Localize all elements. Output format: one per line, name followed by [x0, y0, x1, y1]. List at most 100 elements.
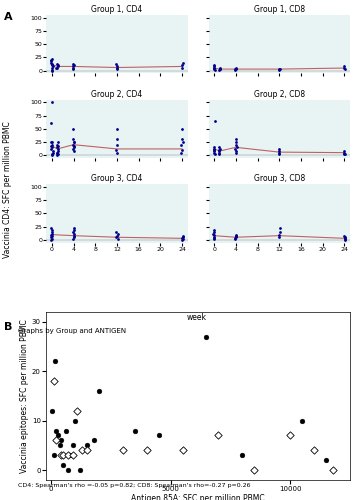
- Point: [212, 117, 217, 125]
- Vaccinia CD8 epitopes: [75, 406, 80, 414]
- Point: [180, 232, 186, 239]
- Point: [179, 146, 185, 154]
- Vaccinia CD4 epitopes: [65, 466, 71, 474]
- Y-axis label: Vaccinia epitopes: SFC per million PBMC: Vaccinia epitopes: SFC per million PBMC: [20, 319, 29, 473]
- Point: [54, 64, 59, 72]
- Point: [48, 224, 54, 232]
- Point: [180, 234, 185, 242]
- Point: [276, 64, 282, 72]
- Point: [233, 147, 238, 155]
- Point: [342, 150, 348, 158]
- Vaccinia CD4 epitopes: [91, 436, 97, 444]
- Point: [277, 233, 282, 241]
- Vaccinia CD8 epitopes: [311, 446, 317, 454]
- Point: [71, 145, 76, 153]
- Point: [55, 150, 61, 158]
- Vaccinia CD4 epitopes: [84, 442, 90, 450]
- Point: [49, 138, 54, 146]
- Point: [71, 233, 77, 241]
- Point: [211, 64, 217, 72]
- Point: [49, 57, 54, 65]
- Point: [114, 62, 120, 70]
- Point: [71, 138, 77, 146]
- Point: [180, 233, 186, 241]
- Vaccinia CD8 epitopes: [58, 452, 64, 460]
- Point: [211, 230, 216, 237]
- Point: [114, 146, 119, 154]
- Point: [233, 232, 239, 239]
- Point: [341, 232, 347, 239]
- Point: [71, 62, 76, 70]
- Vaccinia CD4 epitopes: [51, 452, 56, 460]
- Vaccinia CD4 epitopes: [299, 416, 305, 424]
- Vaccinia CD4 epitopes: [70, 442, 76, 450]
- Point: [70, 125, 76, 133]
- Point: [114, 60, 119, 68]
- Point: [54, 64, 60, 72]
- Point: [55, 142, 61, 150]
- Vaccinia CD8 epitopes: [251, 466, 257, 474]
- Point: [49, 58, 54, 66]
- Point: [54, 140, 60, 148]
- Vaccinia CD8 epitopes: [70, 452, 76, 460]
- Point: [276, 66, 282, 74]
- Point: [71, 147, 76, 155]
- Point: [49, 62, 55, 70]
- Vaccinia CD4 epitopes: [52, 358, 57, 366]
- Vaccinia CD4 epitopes: [50, 406, 55, 414]
- Point: [49, 138, 55, 146]
- Point: [114, 64, 120, 72]
- Point: [71, 230, 77, 237]
- Point: [49, 233, 54, 241]
- Point: [71, 142, 77, 150]
- Title: Group 3, CD8: Group 3, CD8: [254, 174, 305, 184]
- Point: [49, 150, 55, 158]
- Point: [49, 232, 55, 239]
- Point: [341, 62, 347, 70]
- Point: [277, 224, 282, 232]
- Point: [233, 148, 239, 156]
- Title: Group 3, CD4: Group 3, CD4: [91, 174, 143, 184]
- Point: [216, 148, 222, 156]
- Point: [54, 144, 60, 152]
- Vaccinia CD4 epitopes: [77, 466, 83, 474]
- Point: [216, 146, 222, 154]
- Point: [211, 228, 217, 236]
- Point: [342, 233, 348, 241]
- Point: [114, 232, 119, 239]
- Point: [217, 145, 222, 153]
- Point: [232, 234, 238, 242]
- Point: [216, 66, 222, 74]
- Vaccinia CD4 epitopes: [57, 442, 62, 450]
- Point: [211, 146, 217, 154]
- Point: [55, 147, 60, 155]
- Point: [179, 62, 185, 70]
- Point: [71, 232, 77, 239]
- Point: [48, 120, 54, 128]
- Point: [71, 138, 77, 146]
- X-axis label: Antigen 85A: SFC per million PBMC: Antigen 85A: SFC per million PBMC: [131, 494, 265, 500]
- Point: [216, 150, 222, 158]
- Vaccinia CD4 epitopes: [240, 452, 245, 460]
- Point: [55, 138, 61, 146]
- Point: [342, 236, 348, 244]
- Point: [341, 147, 347, 155]
- Point: [233, 66, 238, 74]
- Vaccinia CD8 epitopes: [330, 466, 336, 474]
- Point: [211, 148, 217, 156]
- Point: [55, 145, 61, 153]
- Point: [115, 235, 120, 243]
- Point: [49, 230, 54, 238]
- Point: [211, 147, 217, 155]
- Point: [49, 152, 55, 160]
- Text: CD4: Spearman's rho =-0.05 p=0.82; CD8: Spearman's rho=-0.27 p=0.26: CD4: Spearman's rho =-0.05 p=0.82; CD8: …: [18, 482, 250, 488]
- Point: [212, 66, 217, 74]
- Point: [180, 138, 186, 146]
- Vaccinia CD8 epitopes: [79, 446, 85, 454]
- Point: [232, 235, 238, 243]
- Point: [180, 235, 186, 243]
- Vaccinia CD4 epitopes: [72, 416, 78, 424]
- Point: [277, 228, 283, 236]
- Vaccinia CD8 epitopes: [84, 446, 90, 454]
- Point: [342, 234, 347, 242]
